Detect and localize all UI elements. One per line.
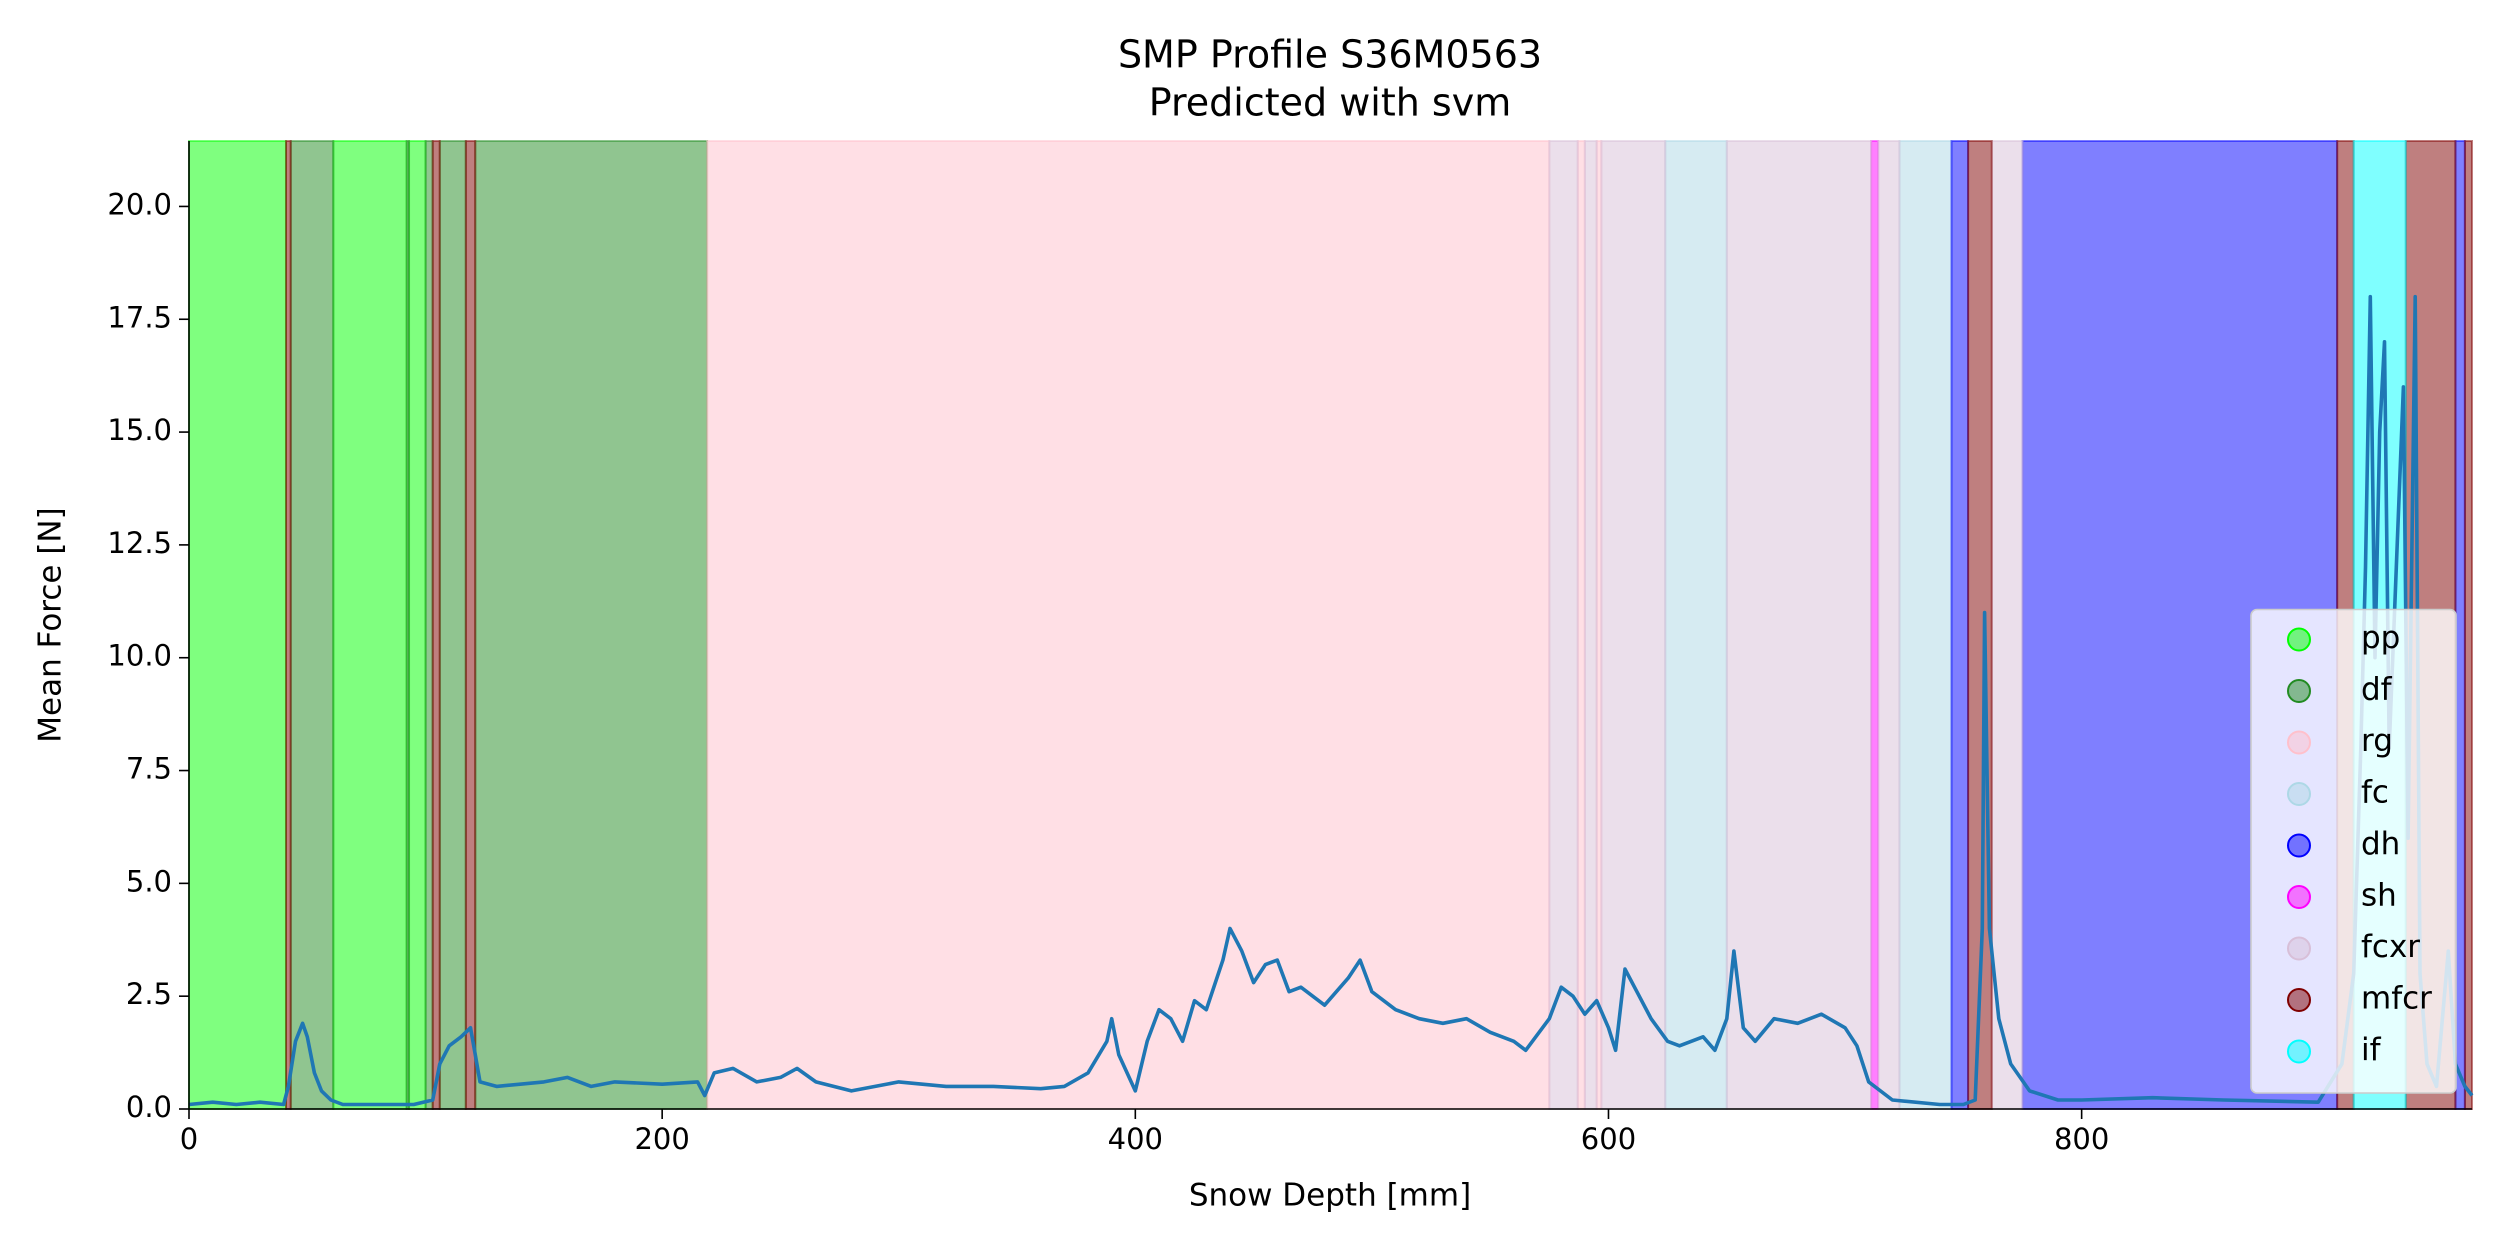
legend-marker [2287,679,2311,703]
chart-subtitle: Predicted with svm [1149,81,1511,125]
legend-label: fcxr [2361,929,2420,965]
line-layer [188,294,2474,1107]
legend: pp df rg fc dh sh fcxr mfcr if [2250,608,2457,1094]
y-axis-label: Mean Force [N] [33,507,69,742]
y-tick-label: 7.5 [126,752,172,786]
legend-label: fc [2361,775,2389,811]
class-span [464,140,477,1110]
y-tick-label: 17.5 [107,300,172,334]
class-span [424,140,434,1110]
class-span [1548,140,1579,1110]
legend-label: df [2361,672,2393,708]
class-span [1583,140,1598,1110]
class-span [706,140,1551,1110]
class-span [1576,140,1586,1110]
class-span [1898,140,1953,1110]
legend-marker [2287,885,2311,909]
class-span [1664,140,1728,1110]
legend-label: if [2361,1032,2382,1068]
class-span [2463,140,2473,1110]
y-tick-label: 12.5 [107,526,172,560]
axes: 0 200 400 600 800 0.0 2.5 5.0 7.5 10.0 12.5 15.0 17.… [107,141,2472,1156]
legend-marker [2287,782,2311,806]
class-span [1950,140,1970,1110]
y-tick-label: 5.0 [126,864,172,898]
legend-marker [2287,730,2311,755]
class-span [1877,140,1901,1110]
legend-marker [2287,936,2311,961]
y-tick-label: 0.0 [126,1090,172,1124]
class-span [289,140,335,1110]
x-tick-label: 200 [634,1122,689,1156]
x-tick-label: 600 [1581,1122,1636,1156]
y-tick-label: 15.0 [107,413,172,447]
x-axis-label: Snow Depth [mm] [1189,1178,1471,1214]
class-span [1725,140,1873,1110]
x-tick-label: 0 [180,1122,198,1156]
class-span [284,140,292,1110]
y-tick-label: 20.0 [107,187,172,221]
class-span [408,140,427,1110]
legend-label: pp [2361,620,2400,656]
legend-label: mfcr [2361,981,2432,1017]
legend-marker [2287,833,2311,858]
legend-marker [2287,627,2311,652]
x-tick-label: 400 [1108,1122,1163,1156]
class-span [188,140,287,1110]
legend-marker [2287,988,2311,1012]
class-span [2454,140,2466,1110]
class-spans [188,140,2473,1110]
class-span [474,140,709,1110]
class-span [1870,140,1880,1110]
legend-label: rg [2361,723,2393,759]
y-tick-label: 10.0 [107,639,172,673]
force-line [188,294,2474,1107]
legend-box [2250,608,2457,1094]
chart-title: SMP Profile S36M0563 [1118,33,1542,77]
class-span [438,140,467,1110]
class-span [1990,140,2024,1110]
class-span [405,140,411,1110]
class-span [1600,140,1667,1110]
y-tick-label: 2.5 [126,977,172,1011]
class-span [332,140,408,1110]
x-tick-label: 800 [2054,1122,2109,1156]
legend-label: dh [2361,826,2400,862]
legend-marker [2287,1039,2311,1064]
legend-label: sh [2361,878,2397,914]
class-span [431,140,441,1110]
